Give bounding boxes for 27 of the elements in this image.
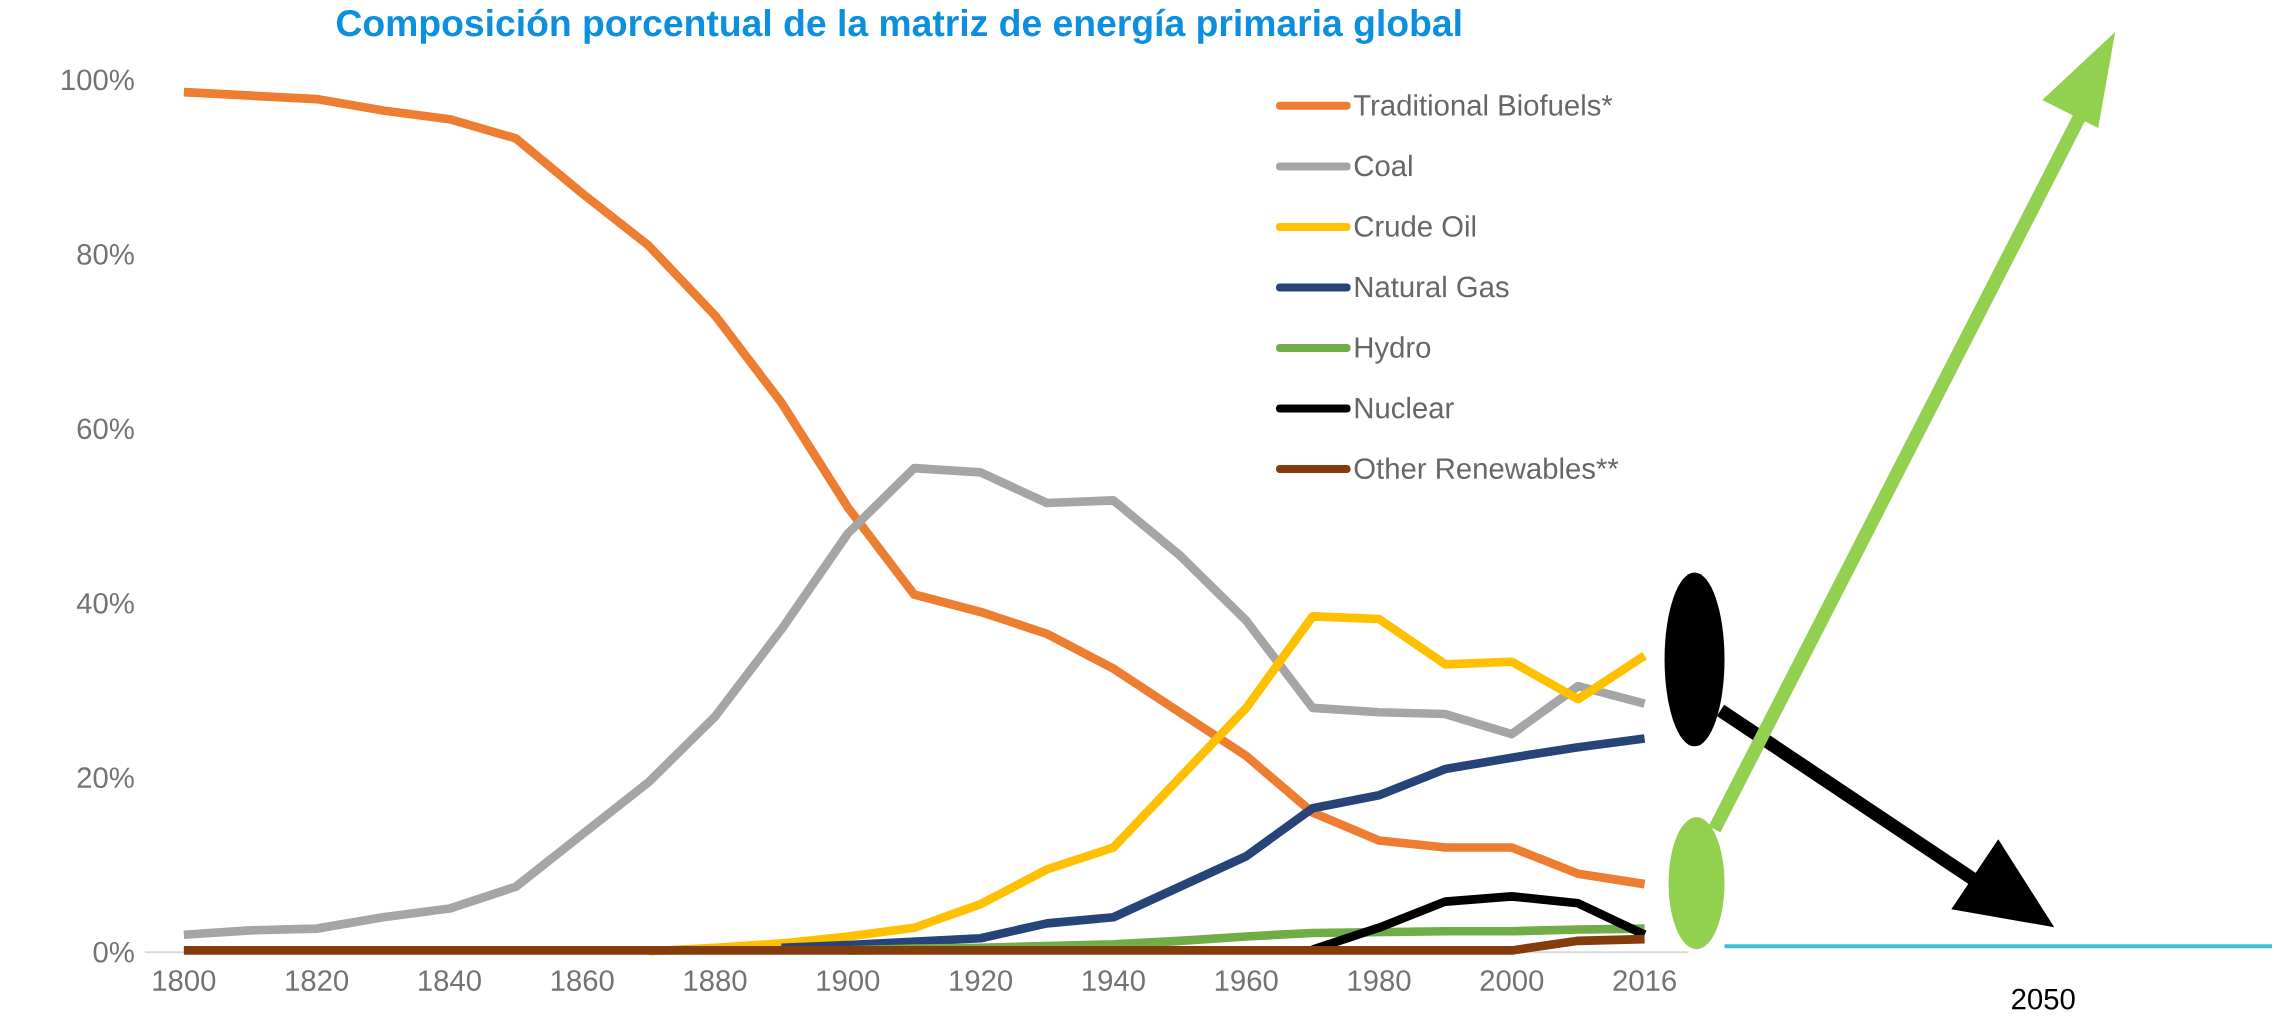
y-tick-label: 100% — [62, 69, 134, 91]
x-tick-label: 1840 — [419, 970, 481, 991]
legend-label: Crude Oil — [1354, 215, 1476, 237]
x-tick-label: 1800 — [153, 970, 216, 991]
y-tick-label: 80% — [77, 243, 134, 265]
x-tick-label: 1960 — [1215, 970, 1278, 991]
x-tick-label: 2000 — [1480, 970, 1544, 991]
y-tick-label: 0% — [93, 941, 134, 963]
x-tick-label: 1860 — [551, 970, 614, 991]
legend-label: Hydro — [1355, 336, 1431, 364]
text: 2050 — [2012, 988, 2075, 1010]
x-tick-label: 1940 — [1083, 970, 1145, 991]
x-tick-label: 1980 — [1348, 970, 1411, 991]
legend-label: Nuclear — [1355, 396, 1454, 419]
y-tick-label: 20% — [77, 767, 134, 789]
x-tick-label: 1920 — [950, 970, 1013, 991]
x-tick-label: 2016 — [1613, 970, 1676, 991]
x-tick-label: 1820 — [286, 970, 349, 991]
x-tick-label: 1880 — [684, 970, 747, 991]
chart-title: Composición porcentual de la matriz de energía primaria global — [336, 8, 1461, 44]
y-tick-label: 60% — [77, 418, 134, 440]
x-tick-label: 1900 — [817, 970, 880, 991]
legend-label: Traditional Biofuels* — [1353, 94, 1613, 116]
legend-label: Other Renewables** — [1354, 457, 1619, 479]
legend-label: Natural Gas — [1355, 275, 1509, 298]
y-tick-label: 40% — [76, 592, 134, 614]
legend-label: Coal — [1354, 154, 1412, 177]
